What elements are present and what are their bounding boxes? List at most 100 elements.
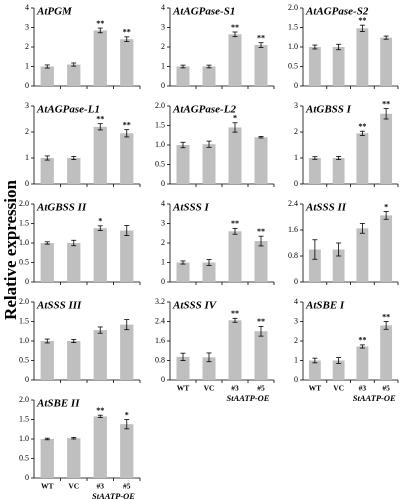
- y-tick-label: 3: [25, 101, 29, 110]
- x-tick-label: #5: [123, 482, 131, 491]
- y-tick-label: 0.5: [155, 159, 165, 168]
- y-tick-label: 1.0: [155, 140, 165, 149]
- bar: [120, 424, 134, 478]
- bar: [40, 158, 54, 184]
- y-tick-label: 0: [25, 277, 29, 286]
- panel-title: AtSSS I: [172, 202, 209, 214]
- y-tick-label: 3: [161, 22, 165, 31]
- y-axis-label: Relative expression: [1, 179, 20, 319]
- y-tick-label: 1.6: [155, 336, 165, 345]
- x-tick-label: WT: [41, 482, 54, 491]
- bar: [308, 360, 321, 380]
- bar: [380, 37, 393, 86]
- bar: [40, 439, 54, 478]
- bar: [176, 356, 190, 380]
- y-tick-label: 2.0: [19, 395, 29, 404]
- bar: [120, 39, 134, 86]
- bar: [308, 158, 321, 184]
- y-tick-label: 1: [161, 257, 165, 266]
- bar: [228, 320, 242, 380]
- bar: [332, 360, 345, 380]
- y-tick-label: 2: [294, 336, 298, 345]
- y-tick-label: 1: [294, 355, 298, 364]
- x-tick-label: #5: [382, 384, 390, 393]
- y-tick-label: 0: [161, 277, 165, 286]
- panel-title: AtAGPase-S2: [305, 6, 369, 18]
- bar: [332, 158, 345, 184]
- y-tick-label: 0: [294, 277, 298, 286]
- significance: **: [96, 406, 104, 415]
- y-tick-label: 1.5: [19, 316, 29, 325]
- y-tick-label: 2: [25, 42, 29, 51]
- bar: [176, 145, 190, 184]
- bar: [254, 331, 268, 380]
- y-tick-label: 0: [25, 179, 29, 188]
- panel-title: AtAGPase-S1: [172, 6, 235, 18]
- bar: [308, 249, 321, 282]
- bar: [120, 230, 134, 282]
- significance: **: [231, 219, 239, 228]
- y-tick-label: 0.5: [288, 61, 298, 70]
- significance: **: [358, 336, 366, 345]
- panel-title: AtSSS IV: [172, 300, 218, 312]
- significance: *: [98, 217, 102, 226]
- y-tick-label: 0: [161, 375, 165, 384]
- y-tick-label: 2: [294, 127, 298, 136]
- y-tick-label: 3.2: [155, 297, 165, 306]
- bar: [120, 324, 134, 380]
- x-tick-label: #3: [231, 384, 239, 393]
- y-tick-label: 0: [294, 179, 298, 188]
- bar: [228, 127, 242, 184]
- panel-title: AtAGPase-L1: [36, 104, 100, 116]
- y-tick-label: 1.5: [288, 22, 298, 31]
- y-tick-label: 0.5: [19, 355, 29, 364]
- bar: [93, 228, 107, 282]
- panel-title: AtSBE II: [36, 398, 80, 410]
- significance: **: [358, 122, 366, 131]
- y-tick-label: 2.4: [155, 316, 165, 325]
- significance: **: [231, 23, 239, 32]
- y-tick-label: 4: [294, 297, 298, 306]
- y-tick-label: 1: [294, 153, 298, 162]
- y-tick-label: 0: [161, 179, 165, 188]
- bar: [332, 249, 345, 282]
- bar: [356, 346, 369, 380]
- y-tick-label: 1.5: [19, 414, 29, 423]
- y-tick-label: 4: [25, 3, 29, 12]
- x-group-label: StAATP-OE: [227, 393, 270, 403]
- x-tick-label: #3: [359, 384, 367, 393]
- y-tick-label: 1.0: [19, 238, 29, 247]
- y-tick-label: 2.0: [19, 297, 29, 306]
- y-tick-label: 0.5: [19, 453, 29, 462]
- bar: [380, 113, 393, 184]
- y-tick-label: 0: [25, 81, 29, 90]
- y-tick-label: 1.0: [288, 42, 298, 51]
- bar: [120, 133, 134, 184]
- y-tick-label: 3: [25, 22, 29, 31]
- significance: **: [257, 34, 265, 43]
- y-tick-label: 0.8: [155, 355, 165, 364]
- panel-title: AtSSS II: [305, 202, 347, 214]
- y-tick-label: 0.8: [288, 251, 298, 260]
- y-tick-label: 2: [25, 127, 29, 136]
- y-tick-label: 2: [161, 238, 165, 247]
- x-tick-label: WT: [309, 384, 322, 393]
- x-tick-label: VC: [333, 384, 344, 393]
- bar: [67, 341, 81, 380]
- panel-title: AtGBSS II: [36, 202, 87, 214]
- significance: **: [382, 312, 390, 321]
- bar: [40, 243, 54, 282]
- y-tick-label: 2: [161, 42, 165, 51]
- bar: [254, 45, 268, 86]
- bar: [332, 47, 345, 86]
- significance: **: [257, 227, 265, 236]
- x-tick-label: VC: [204, 384, 215, 393]
- significance: **: [123, 28, 131, 37]
- panel-title: AtAGPase-L2: [172, 104, 236, 116]
- bar: [254, 241, 268, 282]
- x-group-label: StAATP-OE: [92, 491, 135, 500]
- panel-title: AtSBE I: [305, 300, 345, 312]
- y-tick-label: 0: [161, 81, 165, 90]
- panel-title: AtPGM: [36, 6, 73, 18]
